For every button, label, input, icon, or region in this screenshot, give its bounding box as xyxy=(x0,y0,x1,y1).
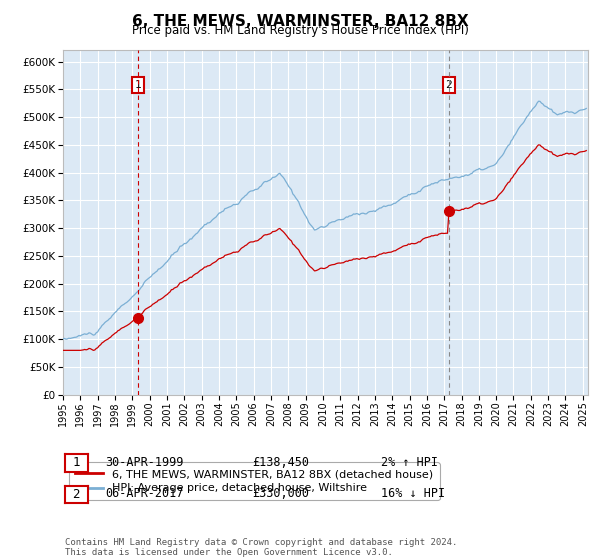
Text: 2: 2 xyxy=(445,80,452,90)
Text: 2: 2 xyxy=(73,488,80,501)
Text: Contains HM Land Registry data © Crown copyright and database right 2024.
This d: Contains HM Land Registry data © Crown c… xyxy=(65,538,457,557)
Text: 2% ↑ HPI: 2% ↑ HPI xyxy=(381,455,438,469)
Text: Price paid vs. HM Land Registry's House Price Index (HPI): Price paid vs. HM Land Registry's House … xyxy=(131,24,469,36)
Text: 1: 1 xyxy=(73,456,80,469)
Text: 16% ↓ HPI: 16% ↓ HPI xyxy=(381,487,445,501)
Text: 30-APR-1999: 30-APR-1999 xyxy=(105,455,184,469)
Text: £138,450: £138,450 xyxy=(252,455,309,469)
Text: £330,000: £330,000 xyxy=(252,487,309,501)
Legend: 6, THE MEWS, WARMINSTER, BA12 8BX (detached house), HPI: Average price, detached: 6, THE MEWS, WARMINSTER, BA12 8BX (detac… xyxy=(68,463,440,500)
Text: 1: 1 xyxy=(134,80,142,90)
Text: 06-APR-2017: 06-APR-2017 xyxy=(105,487,184,501)
Text: 6, THE MEWS, WARMINSTER, BA12 8BX: 6, THE MEWS, WARMINSTER, BA12 8BX xyxy=(131,14,469,29)
